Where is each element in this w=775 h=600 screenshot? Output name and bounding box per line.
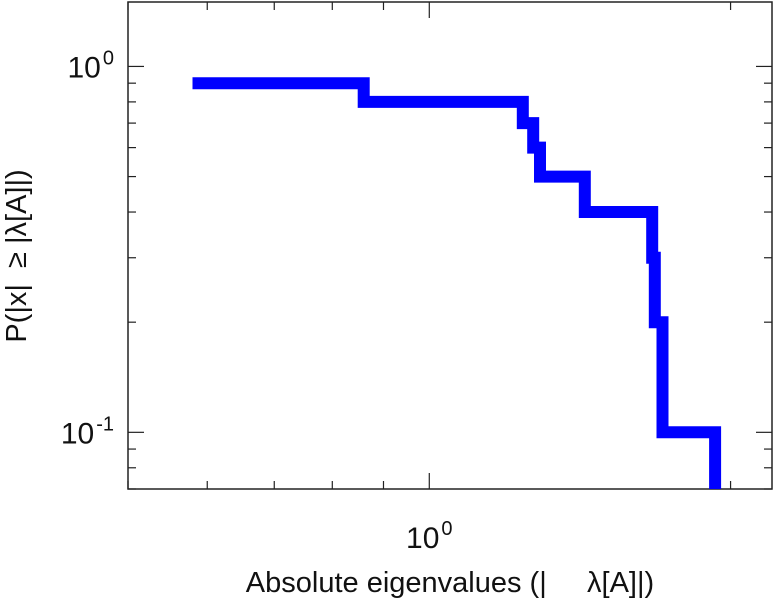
x-tick-label: 10 0 (406, 518, 453, 555)
plot-frame (127, 1, 773, 490)
series-step-line (192, 77, 722, 489)
y-tick-label: 10 -1 (61, 413, 114, 450)
x-axis-label: Absolute eigenvalues (| λ[A]|) (246, 567, 654, 599)
y-tick-label: 10 0 (68, 47, 115, 84)
tick-labels: 10 0 10 0 10 -1 (61, 47, 453, 555)
y-axis-label: P(|x| ≥ |λ[A]|) (1, 169, 33, 342)
axis-ticks (127, 2, 772, 490)
